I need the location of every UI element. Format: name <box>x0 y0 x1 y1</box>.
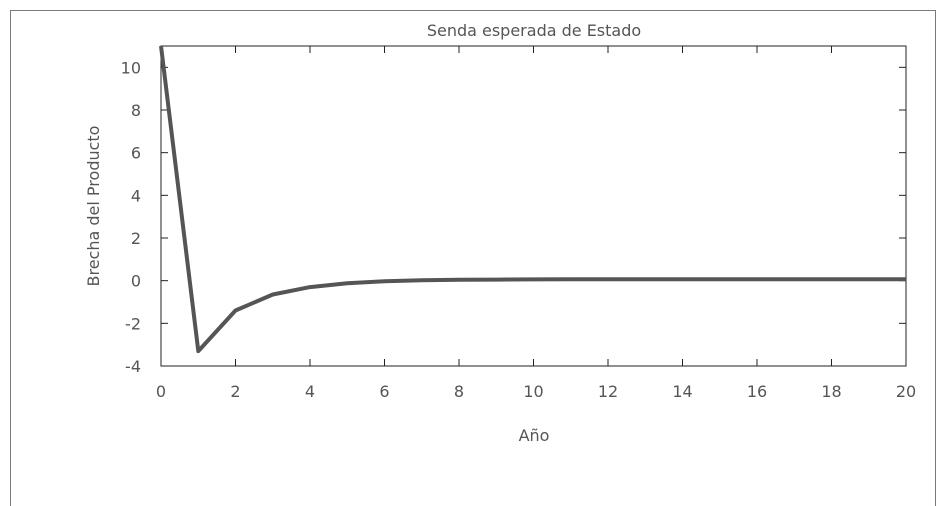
x-axis-label: Año <box>519 426 550 445</box>
chart-frame <box>10 10 936 506</box>
x-tick-label: 4 <box>305 382 315 401</box>
x-axis: 0 2 4 6 8 10 12 14 16 18 20 <box>156 46 916 401</box>
y-tick-label: 0 <box>131 272 141 291</box>
chart-title: Senda esperada de Estado <box>427 21 641 40</box>
y-axis-label: Brecha del Producto <box>84 126 103 287</box>
y-tick-label: 10 <box>121 58 141 77</box>
x-tick-label: 0 <box>156 382 166 401</box>
y-axis: -4 -2 0 2 4 6 8 10 <box>121 58 906 376</box>
plot-area <box>160 45 907 367</box>
x-tick-label: 12 <box>598 382 618 401</box>
y-tick-label: 6 <box>131 144 141 163</box>
y-tick-label: -4 <box>125 357 141 376</box>
y-tick-label: 8 <box>131 101 141 120</box>
y-tick-label: -2 <box>125 314 141 333</box>
y-tick-label: 2 <box>131 229 141 248</box>
x-tick-label: 16 <box>747 382 767 401</box>
x-tick-label: 20 <box>896 382 916 401</box>
x-tick-label: 6 <box>379 382 389 401</box>
series-layer <box>159 45 906 354</box>
x-tick-label: 10 <box>523 382 543 401</box>
y-tick-label: 4 <box>131 186 141 205</box>
x-tick-label: 14 <box>672 382 692 401</box>
x-tick-label: 8 <box>454 382 464 401</box>
x-tick-label: 2 <box>230 382 240 401</box>
x-tick-label: 18 <box>821 382 841 401</box>
series-line <box>159 45 906 354</box>
